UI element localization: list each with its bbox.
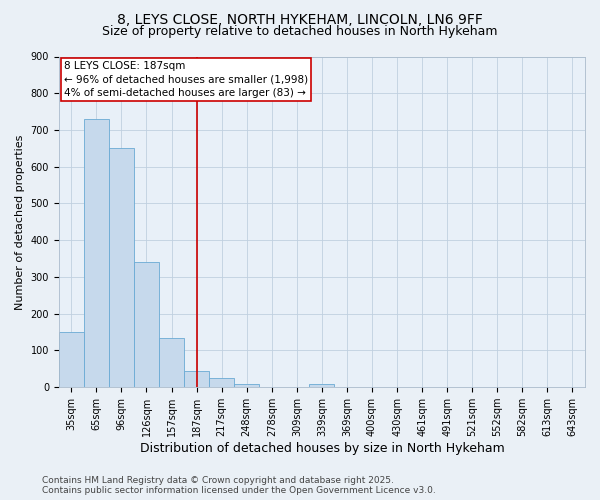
Bar [184, 370, 209, 387]
Bar [234, 384, 259, 387]
Bar [209, 378, 234, 387]
Bar [59, 332, 84, 387]
Text: 8 LEYS CLOSE: 187sqm
← 96% of detached houses are smaller (1,998)
4% of semi-det: 8 LEYS CLOSE: 187sqm ← 96% of detached h… [64, 62, 308, 98]
Bar [109, 148, 134, 387]
Bar [310, 384, 334, 387]
Text: 8, LEYS CLOSE, NORTH HYKEHAM, LINCOLN, LN6 9FF: 8, LEYS CLOSE, NORTH HYKEHAM, LINCOLN, L… [117, 12, 483, 26]
Text: Contains HM Land Registry data © Crown copyright and database right 2025.
Contai: Contains HM Land Registry data © Crown c… [42, 476, 436, 495]
Bar [134, 262, 159, 387]
Y-axis label: Number of detached properties: Number of detached properties [15, 134, 25, 310]
Text: Size of property relative to detached houses in North Hykeham: Size of property relative to detached ho… [102, 25, 498, 38]
X-axis label: Distribution of detached houses by size in North Hykeham: Distribution of detached houses by size … [140, 442, 504, 455]
Bar [159, 338, 184, 387]
Bar [84, 119, 109, 387]
